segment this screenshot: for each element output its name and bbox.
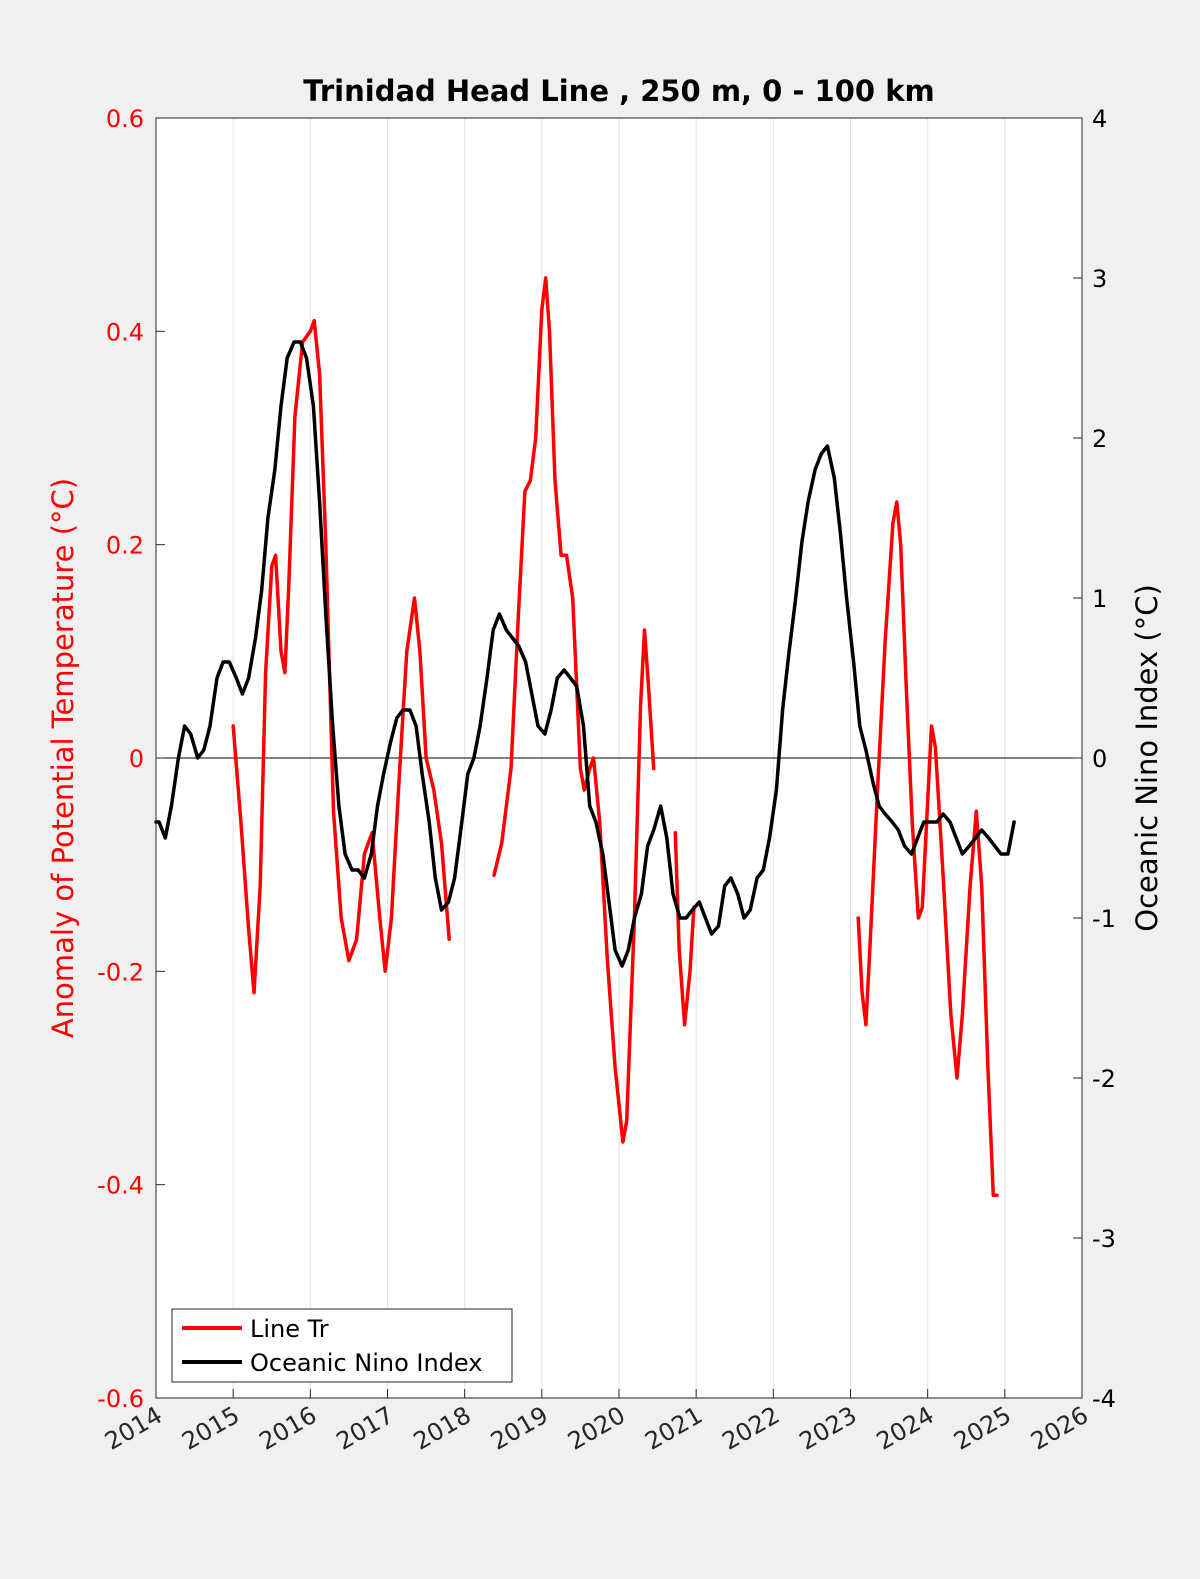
x-tick-label: 2017 <box>332 1401 399 1456</box>
x-tick-label: 2019 <box>486 1401 553 1456</box>
x-tick-label: 2021 <box>640 1401 707 1456</box>
series-oni-line <box>154 340 1016 968</box>
x-tick-label: 2016 <box>254 1401 321 1456</box>
x-tick-label: 2023 <box>795 1401 862 1456</box>
chart-title: Trinidad Head Line , 250 m, 0 - 100 km <box>303 74 934 108</box>
y-left-tick-label: -0.6 <box>97 1385 144 1413</box>
x-tick-label: 2026 <box>1026 1401 1093 1456</box>
y-right-tick-label: 1 <box>1092 585 1107 613</box>
y-left-tick-label: 0.4 <box>106 318 144 346</box>
x-tick-label: 2020 <box>563 1401 630 1456</box>
legend-box <box>171 1308 513 1383</box>
y-left-tick-label: 0.2 <box>106 532 144 560</box>
x-tick-label: 2024 <box>872 1401 939 1456</box>
y-axis-right-label: Oceanic Nino Index (°C) <box>1130 584 1164 932</box>
y-right-tick-label: -1 <box>1092 905 1116 933</box>
y-right-tick-label: 2 <box>1092 425 1107 453</box>
y-right-tick-label: 4 <box>1092 105 1107 133</box>
y-left-tick-label: 0.6 <box>106 105 144 133</box>
y-left-tick-label: 0 <box>129 745 144 773</box>
y-axis-left-label: Anomaly of Potential Temperature (°C) <box>46 478 80 1038</box>
y-right-tick-label: 0 <box>1092 745 1107 773</box>
y-right-tick-label: 3 <box>1092 265 1107 293</box>
x-tick-label: 2018 <box>409 1401 476 1456</box>
y-left-tick-label: -0.4 <box>97 1172 144 1200</box>
y-right-tick-label: -3 <box>1092 1225 1116 1253</box>
legend-oni-label: Oceanic Nino Index <box>250 1349 482 1377</box>
y-left-tick-label: -0.2 <box>97 958 144 986</box>
x-tick-label: 2025 <box>949 1401 1016 1456</box>
x-tick-label: 2022 <box>717 1401 784 1456</box>
y-right-tick-label: -2 <box>1092 1065 1116 1093</box>
legend-line-tr-label: Line Tr <box>250 1315 329 1343</box>
series-layer <box>154 276 1016 1198</box>
x-tick-label: 2015 <box>177 1401 244 1456</box>
legend: Line Tr Oceanic Nino Index <box>171 1308 513 1383</box>
y-right-tick-label: -4 <box>1092 1385 1116 1413</box>
series-line-tr-segment <box>856 500 999 1198</box>
